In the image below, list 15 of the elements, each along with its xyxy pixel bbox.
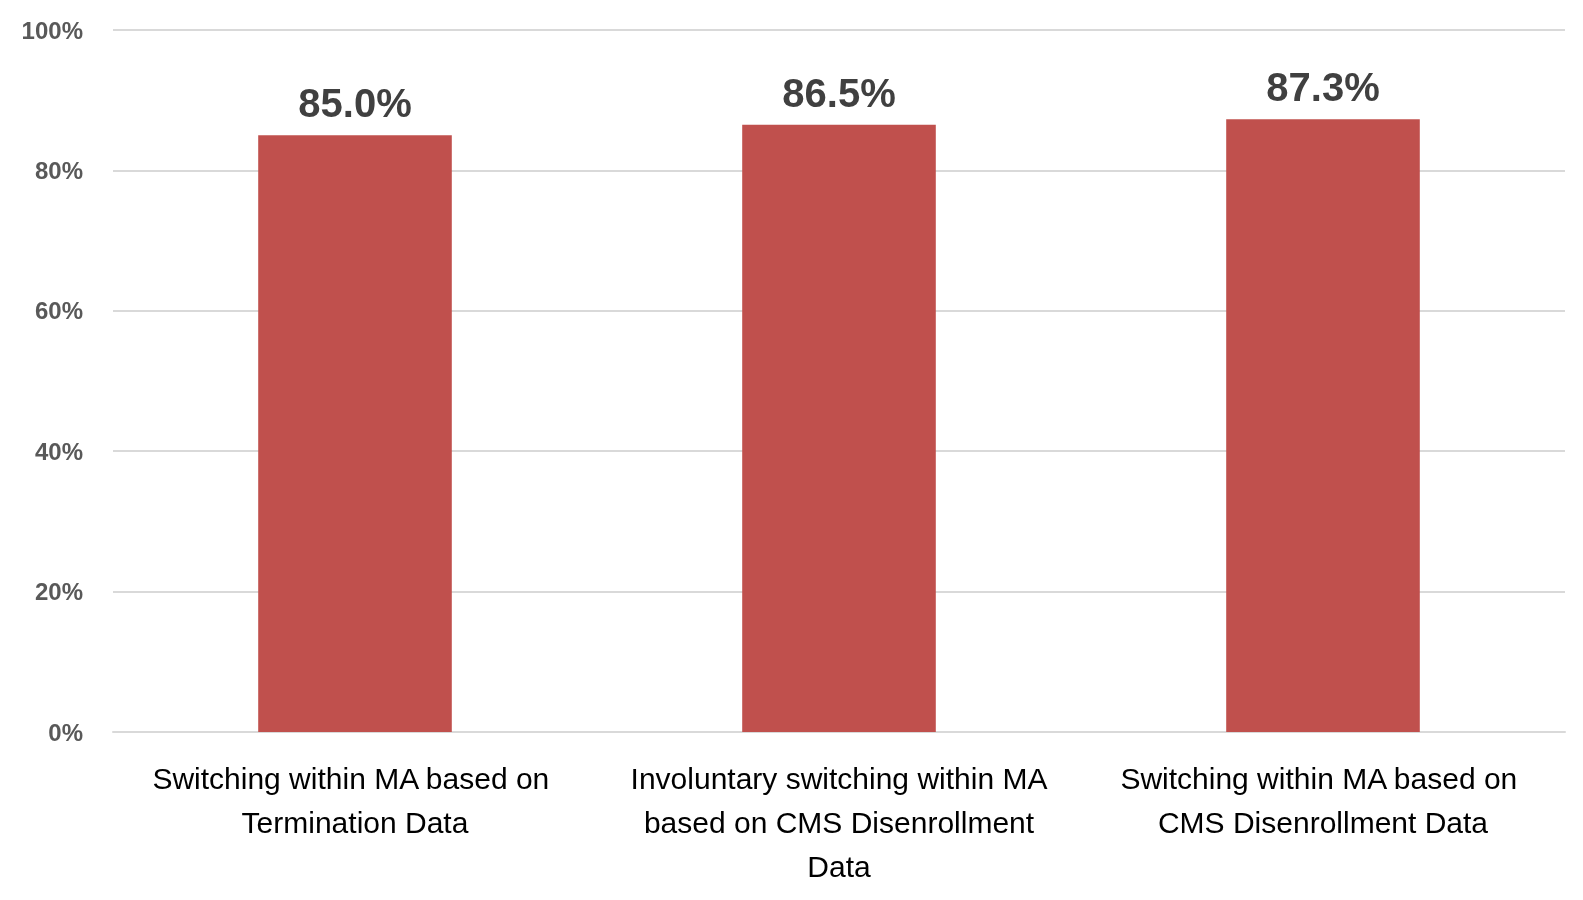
x-tick-label: Switching within MA based on CMS Disenrollment Data [1120, 761, 1526, 839]
y-tick-label: 20% [34, 578, 83, 606]
bar [742, 124, 936, 732]
y-tick-label: 0% [48, 718, 83, 746]
data-label: 85.0% [298, 81, 412, 126]
x-tick-label: Involuntary switching within MA based on CMS Disenrollment Data [630, 761, 1048, 883]
bar [258, 135, 452, 732]
bar [1226, 119, 1420, 732]
data-label: 86.5% [782, 70, 896, 115]
y-tick-label: 60% [34, 297, 83, 325]
y-tick-label: 40% [34, 437, 83, 465]
x-tick-label: Switching within MA based on Termination Data [152, 761, 558, 839]
data-label: 87.3% [1266, 65, 1380, 110]
y-tick-label: 100% [21, 16, 83, 44]
y-tick-label: 80% [34, 156, 83, 184]
